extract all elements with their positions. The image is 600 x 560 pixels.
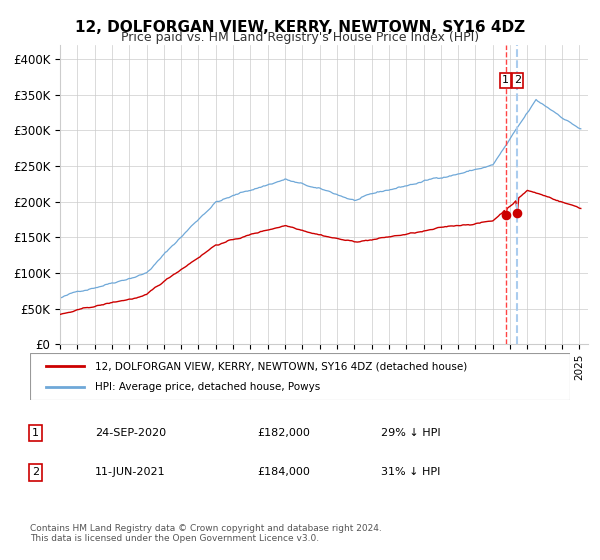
Text: HPI: Average price, detached house, Powys: HPI: Average price, detached house, Powy… [95,382,320,392]
Text: 2: 2 [514,76,521,86]
Text: 2: 2 [32,468,39,477]
Point [501,210,511,219]
Text: £182,000: £182,000 [257,428,310,438]
Text: 29% ↓ HPI: 29% ↓ HPI [381,428,440,438]
Text: 12, DOLFORGAN VIEW, KERRY, NEWTOWN, SY16 4DZ (detached house): 12, DOLFORGAN VIEW, KERRY, NEWTOWN, SY16… [95,361,467,371]
Point [512,209,522,218]
Text: 11-JUN-2021: 11-JUN-2021 [95,468,166,477]
Text: Contains HM Land Registry data © Crown copyright and database right 2024.
This d: Contains HM Land Registry data © Crown c… [30,524,382,543]
Text: 31% ↓ HPI: 31% ↓ HPI [381,468,440,477]
FancyBboxPatch shape [30,353,570,400]
Text: 24-SEP-2020: 24-SEP-2020 [95,428,166,438]
Text: Price paid vs. HM Land Registry's House Price Index (HPI): Price paid vs. HM Land Registry's House … [121,31,479,44]
Text: £184,000: £184,000 [257,468,310,477]
Text: 1: 1 [32,428,39,438]
Text: 12, DOLFORGAN VIEW, KERRY, NEWTOWN, SY16 4DZ: 12, DOLFORGAN VIEW, KERRY, NEWTOWN, SY16… [75,20,525,35]
Text: 1: 1 [502,76,509,86]
